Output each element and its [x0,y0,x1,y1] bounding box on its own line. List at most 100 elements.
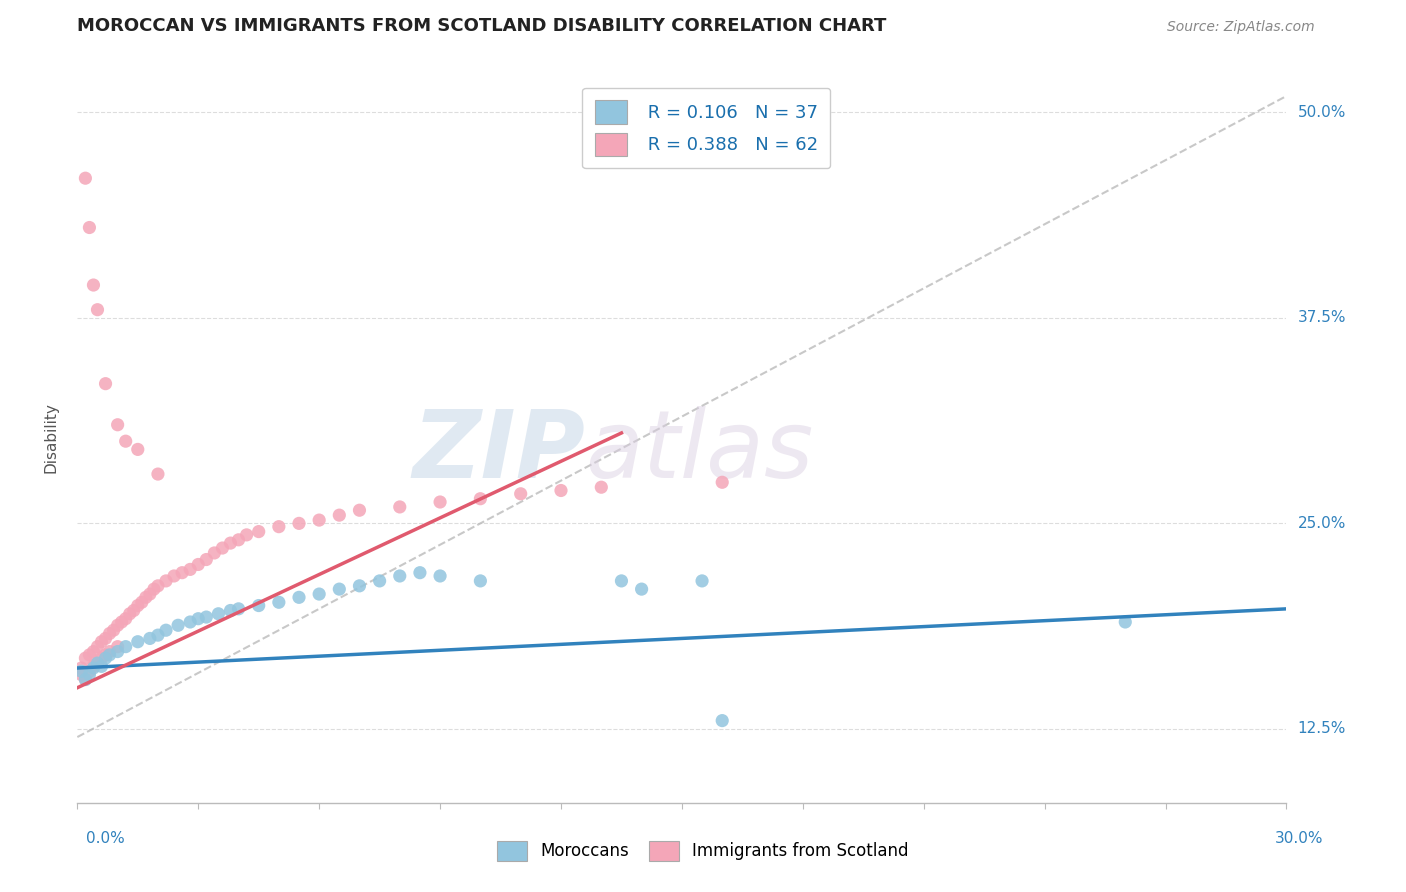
Point [103,624,125,638]
Point [82,659,104,673]
Point [70,661,93,675]
Point [135,591,157,605]
Point [70,665,93,679]
Point [247,599,270,613]
Point [711,475,734,490]
Point [82,278,104,293]
Point [288,591,311,605]
Point [202,546,225,560]
Text: 12.5%: 12.5% [1298,722,1346,736]
Point [75,673,97,687]
Point [146,579,169,593]
Point [368,574,391,588]
Point [690,574,713,588]
Point [1114,615,1136,629]
Point [127,599,149,613]
Point [308,513,330,527]
Legend: Moroccans, Immigrants from Scotland: Moroccans, Immigrants from Scotland [491,834,915,868]
Point [98,626,121,640]
Point [107,644,129,658]
Point [247,524,270,539]
Point [98,648,121,662]
Point [429,569,451,583]
Point [630,582,652,596]
Point [70,667,93,681]
Point [328,582,350,596]
Point [79,667,101,681]
Point [107,417,129,432]
Point [114,434,136,449]
Point [163,569,186,583]
Point [429,495,451,509]
Point [349,579,371,593]
Point [219,536,242,550]
Point [228,602,250,616]
Point [82,661,104,675]
Point [86,656,108,670]
Point [111,615,134,629]
Point [388,500,411,514]
Point [114,612,136,626]
Point [86,656,108,670]
Point [409,566,432,580]
Point [167,618,190,632]
Point [328,508,350,523]
Point [82,644,104,658]
Point [550,483,572,498]
Point [79,648,101,662]
Point [211,541,233,555]
Point [122,603,145,617]
Point [90,651,112,665]
Point [79,665,101,679]
Point [107,618,129,632]
Point [139,587,162,601]
Point [195,610,218,624]
Point [267,595,290,609]
Point [146,467,169,481]
Point [146,628,169,642]
Point [107,640,129,654]
Point [139,632,162,646]
Point [711,714,734,728]
Text: Source: ZipAtlas.com: Source: ZipAtlas.com [1167,21,1315,34]
Point [610,574,633,588]
Text: 50.0%: 50.0% [1298,105,1346,120]
Point [267,519,290,533]
Text: 25.0%: 25.0% [1298,516,1346,531]
Point [86,640,108,654]
Point [86,302,108,317]
Point [219,603,242,617]
Point [470,574,492,588]
Point [172,566,194,580]
Point [75,171,97,186]
Point [288,516,311,531]
Text: 0.0%: 0.0% [86,831,125,846]
Point [308,587,330,601]
Point [228,533,250,547]
Point [155,624,177,638]
Point [90,634,112,648]
Point [155,574,177,588]
Point [75,651,97,665]
Point [235,528,257,542]
Point [98,644,121,658]
Point [79,220,101,235]
Text: ZIP: ZIP [412,406,585,498]
Point [349,503,371,517]
Point [127,442,149,457]
Point [207,607,229,621]
Point [142,582,165,596]
Point [94,651,117,665]
Point [179,615,201,629]
Text: 30.0%: 30.0% [1275,831,1323,846]
Point [187,612,209,626]
Point [179,562,201,576]
Text: MOROCCAN VS IMMIGRANTS FROM SCOTLAND DISABILITY CORRELATION CHART: MOROCCAN VS IMMIGRANTS FROM SCOTLAND DIS… [77,17,887,35]
Point [75,673,97,687]
Point [187,558,209,572]
Point [94,632,117,646]
Legend:  R = 0.106   N = 37,  R = 0.388   N = 62: R = 0.106 N = 37, R = 0.388 N = 62 [582,87,831,169]
Point [195,552,218,566]
Point [94,648,117,662]
Point [591,480,613,494]
